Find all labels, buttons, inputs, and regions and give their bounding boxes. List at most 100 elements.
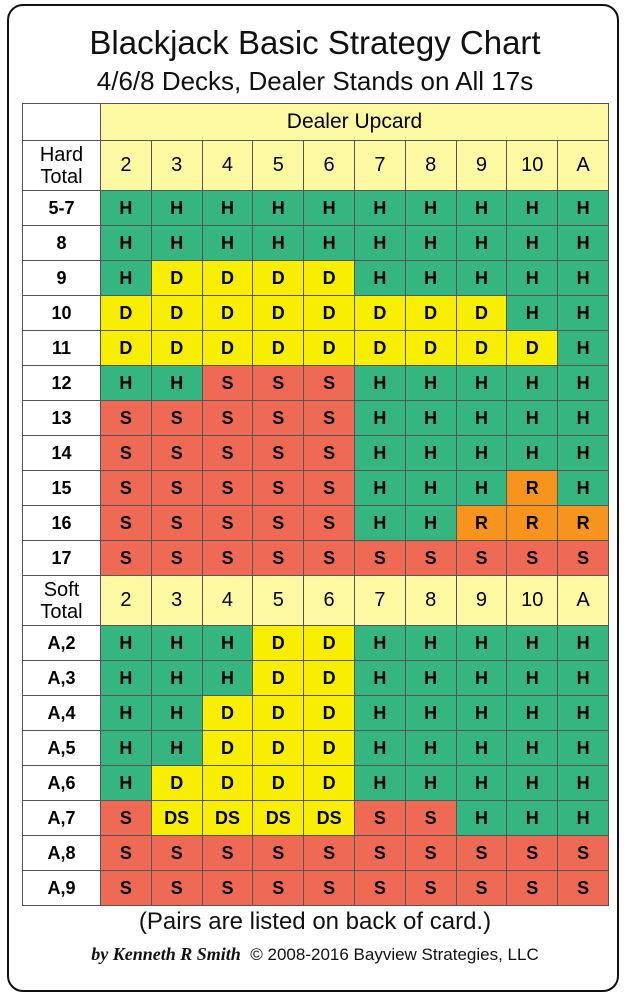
action-cell: H [507, 226, 559, 261]
action-cell: S [202, 836, 254, 871]
action-cell: S [151, 506, 203, 541]
action-cell: D [202, 296, 254, 331]
action-cell: DS [253, 801, 305, 836]
column-header: 2 [101, 141, 152, 191]
action-cell: H [202, 626, 254, 661]
action-cell: H [558, 766, 609, 801]
action-cell: H [456, 226, 508, 261]
action-cell: D [507, 331, 559, 366]
action-cell: S [202, 401, 254, 436]
action-cell: H [101, 366, 152, 401]
action-cell: S [101, 506, 152, 541]
action-cell: H [151, 626, 203, 661]
action-cell: H [405, 626, 457, 661]
action-cell: D [151, 331, 203, 366]
action-cell: D [354, 331, 406, 366]
action-cell: H [354, 696, 406, 731]
action-cell: H [456, 471, 508, 506]
action-cell: H [405, 366, 457, 401]
card-border [7, 4, 619, 992]
action-cell: H [202, 191, 254, 226]
row-label: 13 [23, 401, 101, 436]
action-cell: S [202, 541, 254, 576]
row-label: A,5 [23, 731, 101, 766]
column-header: 4 [202, 141, 254, 191]
action-cell: D [253, 661, 305, 696]
action-cell: S [101, 471, 152, 506]
action-cell: D [202, 331, 254, 366]
action-cell: D [405, 296, 457, 331]
action-cell: S [304, 506, 355, 541]
action-cell: S [253, 401, 305, 436]
action-cell: H [405, 731, 457, 766]
action-cell: H [354, 766, 406, 801]
action-cell: H [151, 696, 203, 731]
action-cell: H [558, 331, 609, 366]
action-cell: H [253, 226, 305, 261]
action-cell: H [558, 401, 609, 436]
action-cell: D [304, 661, 355, 696]
column-header: 2 [101, 576, 152, 626]
action-cell: S [253, 871, 305, 906]
action-cell: S [304, 871, 355, 906]
strategy-table: Dealer Upcard Hard Total 2 3 4 5 6 7 8 9 10 A 5-7 H H H… [22, 103, 609, 906]
action-cell: H [354, 401, 406, 436]
action-cell: H [507, 696, 559, 731]
action-cell: D [151, 766, 203, 801]
action-cell: S [253, 541, 305, 576]
action-cell: H [558, 626, 609, 661]
action-cell: S [101, 836, 152, 871]
action-cell: H [354, 661, 406, 696]
action-cell: S [253, 436, 305, 471]
action-cell: S [202, 506, 254, 541]
action-cell: S [253, 366, 305, 401]
action-cell: D [253, 261, 305, 296]
row-label: 16 [23, 506, 101, 541]
action-cell: D [253, 696, 305, 731]
action-cell: H [354, 626, 406, 661]
action-cell: H [456, 626, 508, 661]
title: Blackjack Basic Strategy Chart [89, 24, 541, 61]
action-cell: S [151, 471, 203, 506]
action-cell: H [101, 731, 152, 766]
action-cell: H [304, 226, 355, 261]
action-cell: D [253, 331, 305, 366]
action-cell: S [101, 401, 152, 436]
action-cell: S [354, 871, 406, 906]
action-cell: H [101, 191, 152, 226]
action-cell: H [558, 661, 609, 696]
action-cell: S [101, 541, 152, 576]
column-header: A [558, 576, 609, 626]
action-cell: DS [151, 801, 203, 836]
author: by Kenneth R Smith [91, 944, 241, 964]
corner-cell [23, 104, 101, 141]
action-cell: D [202, 766, 254, 801]
action-cell: D [202, 261, 254, 296]
action-cell: H [405, 766, 457, 801]
section-label: Soft Total [23, 576, 101, 626]
column-header: 7 [354, 141, 406, 191]
action-cell: S [558, 871, 609, 906]
action-cell: S [456, 836, 508, 871]
row-label: 9 [23, 261, 101, 296]
action-cell: H [558, 366, 609, 401]
row-label: A,2 [23, 626, 101, 661]
action-cell: S [151, 871, 203, 906]
column-header: 3 [151, 141, 203, 191]
action-cell: D [253, 731, 305, 766]
action-cell: S [101, 871, 152, 906]
action-cell: H [202, 226, 254, 261]
action-cell: S [558, 836, 609, 871]
row-label: 15 [23, 471, 101, 506]
action-cell: D [151, 261, 203, 296]
column-header: 9 [456, 141, 508, 191]
action-cell: H [151, 366, 203, 401]
action-cell: S [202, 471, 254, 506]
row-label: A,8 [23, 836, 101, 871]
action-cell: H [101, 226, 152, 261]
action-cell: H [558, 731, 609, 766]
action-cell: H [354, 506, 406, 541]
action-cell: H [405, 436, 457, 471]
action-cell: H [101, 766, 152, 801]
action-cell: S [354, 541, 406, 576]
